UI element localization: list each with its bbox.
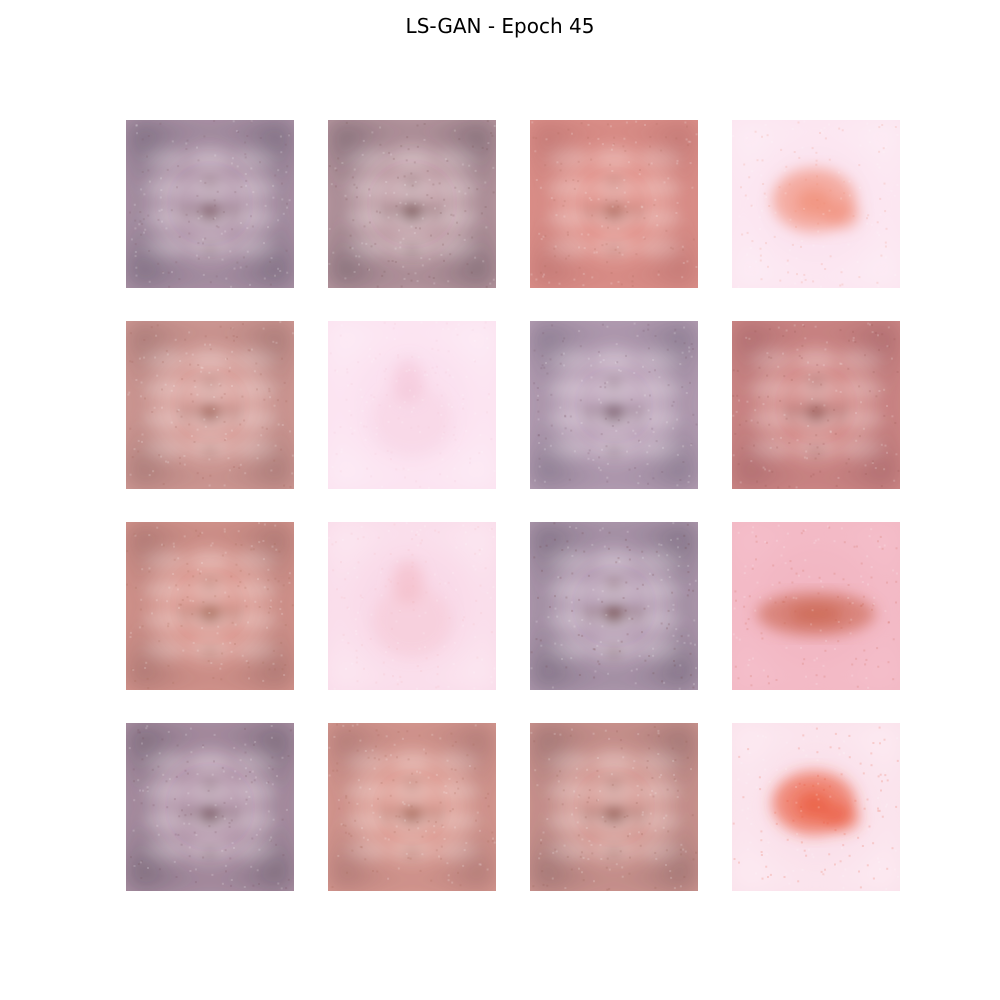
- generated-sample-image: [126, 321, 294, 489]
- generated-sample-image: [530, 120, 698, 288]
- generated-sample-image: [732, 522, 900, 690]
- generated-sample-image: [732, 723, 900, 891]
- figure-title: LS-GAN - Epoch 45: [405, 14, 595, 38]
- generated-sample-image: [732, 321, 900, 489]
- generated-sample-image: [126, 120, 294, 288]
- generated-sample-image: [328, 723, 496, 891]
- generated-sample-image: [328, 120, 496, 288]
- generated-sample-image: [328, 321, 496, 489]
- generated-sample-image: [530, 321, 698, 489]
- generated-sample-image: [530, 723, 698, 891]
- generated-sample-image: [126, 522, 294, 690]
- generated-sample-image: [530, 522, 698, 690]
- generated-sample-image: [732, 120, 900, 288]
- generated-sample-image: [328, 522, 496, 690]
- generated-sample-image: [126, 723, 294, 891]
